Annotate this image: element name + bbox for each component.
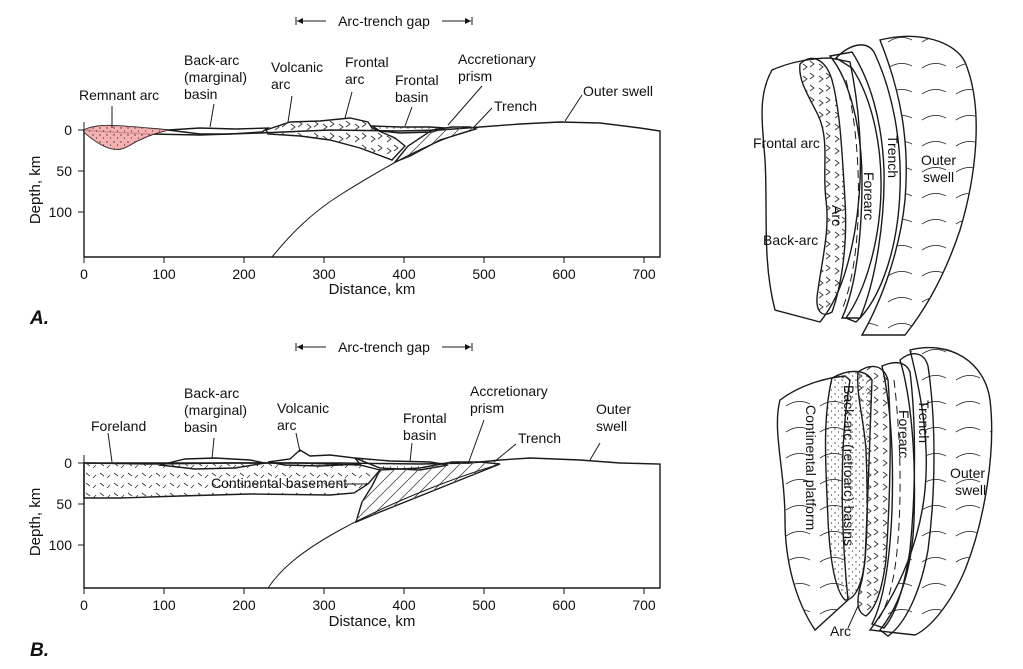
label-volcanic-a-1: Volcanic xyxy=(271,59,323,75)
panel-b-x-tick-label: 400 xyxy=(392,597,416,613)
backarc-basin-b xyxy=(159,457,266,470)
map-b-label-forearc: Forearc xyxy=(896,410,912,458)
y-tick-b-50: 50 xyxy=(56,496,72,512)
panel-a-x-tick-label: 300 xyxy=(312,266,336,282)
label-accretionary-a-2: prism xyxy=(458,68,492,84)
gap-label-b: Arc-trench gap xyxy=(338,339,430,355)
panel-letter-a: A. xyxy=(29,308,49,329)
label-backarc-b-3: basin xyxy=(184,419,217,435)
panel-b-x-tick-label: 100 xyxy=(152,597,176,613)
map-a-label-trench: Trench xyxy=(885,135,901,178)
panel-b-x-tick-label: 700 xyxy=(632,597,656,613)
map-b-trench xyxy=(879,353,935,637)
label-volcanic-b-1: Volcanic xyxy=(277,400,329,416)
label-outer-swell-b-2: swell xyxy=(596,418,627,434)
y-tick-a-50: 50 xyxy=(56,163,72,179)
backarc-basin-a xyxy=(167,127,271,135)
label-backarc-a-2: (marginal) xyxy=(184,69,247,85)
label-frontal-arc-a-1: Frontal xyxy=(345,54,389,70)
map-b-label-trench: Trench xyxy=(916,400,932,443)
map-b-forearc xyxy=(871,361,916,629)
gap-label-a: Arc-trench gap xyxy=(338,13,430,29)
label-frontal-basin-a-1: Frontal xyxy=(395,72,439,88)
y-axis-title-a: Depth, km xyxy=(27,156,44,224)
panel-b-x-tick-label: 200 xyxy=(232,597,256,613)
y-tick-b-0: 0 xyxy=(64,455,72,471)
mantle-a xyxy=(83,121,661,258)
label-accretionary-a-1: Accretionary xyxy=(458,51,536,67)
map-b-label-backarc-basins: Back-arc (retroarc) basins xyxy=(841,385,857,546)
panel-a-x-tick-label: 400 xyxy=(392,266,416,282)
label-backarc-b-1: Back-arc xyxy=(184,385,239,401)
axes-a: 0 50 100 0 100 200 300 400 500 600 700 Depth, k… xyxy=(27,122,660,298)
label-frontal-basin-b-2: basin xyxy=(403,427,436,443)
label-remnant-arc-a: Remnant arc xyxy=(79,87,159,103)
label-foreland-b: Foreland xyxy=(91,418,146,434)
panel-b-x-tick-label: 500 xyxy=(472,597,496,613)
label-volcanic-b-2: arc xyxy=(277,417,296,433)
panel-b-x-tick-label: 300 xyxy=(312,597,336,613)
label-trench-a: Trench xyxy=(494,98,537,114)
map-a-back-arc xyxy=(761,57,862,323)
map-a-label-forearc: Forearc xyxy=(861,172,877,220)
x-axis-title-a: Distance, km xyxy=(329,281,416,298)
panel-a-x-tick-label: 100 xyxy=(152,266,176,282)
map-a-trench xyxy=(834,44,901,323)
axes-b: 0 50 100 0 100 200 300 400 500 600 700 Depth, k… xyxy=(27,455,660,630)
map-b: Continental platform Back-arc (retroarc)… xyxy=(776,346,993,639)
x-axis-title-b: Distance, km xyxy=(329,613,416,630)
panel-a-x-tick-label: 600 xyxy=(552,266,576,282)
label-volcanic-a-2: arc xyxy=(271,76,290,92)
label-backarc-b-2: (marginal) xyxy=(184,402,247,418)
label-frontal-basin-a-2: basin xyxy=(395,89,428,105)
label-backarc-a-1: Back-arc xyxy=(184,52,239,68)
panel-letter-b: B. xyxy=(30,640,49,661)
y-tick-a-0: 0 xyxy=(64,122,72,138)
map-a: Frontal arc Back-arc Arc Forearc Trench … xyxy=(753,35,977,336)
label-accretionary-b-1: Accretionary xyxy=(470,383,548,399)
arc-trench-gap-a: Arc-trench gap xyxy=(295,13,473,29)
panel-b-x-tick-label: 600 xyxy=(552,597,576,613)
panel-a-x-tick-label: 200 xyxy=(232,266,256,282)
y-tick-a-100: 100 xyxy=(49,204,73,220)
map-a-label-frontal-arc: Frontal arc xyxy=(753,135,820,151)
panel-b: Arc-trench gap Foreland Back-arc (margin… xyxy=(27,339,661,661)
map-a-label-back-arc: Back-arc xyxy=(763,232,818,248)
slab-a xyxy=(271,128,477,258)
panel-a-x-tick-label: 0 xyxy=(80,266,88,282)
label-trench-b: Trench xyxy=(518,430,561,446)
map-b-label-outer-1: Outer xyxy=(950,465,985,481)
panel-b-x-tick-label: 0 xyxy=(80,597,88,613)
arc-trench-gap-b: Arc-trench gap xyxy=(295,339,473,355)
label-backarc-a-3: basin xyxy=(184,86,217,102)
map-b-label-arc: Arc xyxy=(830,623,851,639)
slab-b xyxy=(267,463,501,589)
map-a-label-outer-2: swell xyxy=(923,169,954,185)
volcanic-arc-b xyxy=(267,449,362,467)
map-a-label-outer-1: Outer xyxy=(921,152,956,168)
map-b-label-outer-2: swell xyxy=(955,482,986,498)
label-accretionary-b-2: prism xyxy=(470,400,504,416)
panel-a-x-tick-label: 700 xyxy=(632,266,656,282)
label-outer-swell-a: Outer swell xyxy=(583,83,653,99)
label-basement-b: Continental basement xyxy=(211,475,347,491)
map-b-label-platform: Continental platform xyxy=(803,405,819,530)
panel-a: Arc-trench gap Remnant arc Back-arc xyxy=(27,13,661,329)
panel-a-x-tick-label: 500 xyxy=(472,266,496,282)
y-tick-b-100: 100 xyxy=(49,537,73,553)
label-outer-swell-b-1: Outer xyxy=(596,401,631,417)
y-axis-title-b: Depth, km xyxy=(27,488,44,556)
label-frontal-arc-a-2: arc xyxy=(345,71,364,87)
label-frontal-basin-b-1: Frontal xyxy=(403,410,447,426)
map-a-label-arc: Arc xyxy=(829,205,845,226)
